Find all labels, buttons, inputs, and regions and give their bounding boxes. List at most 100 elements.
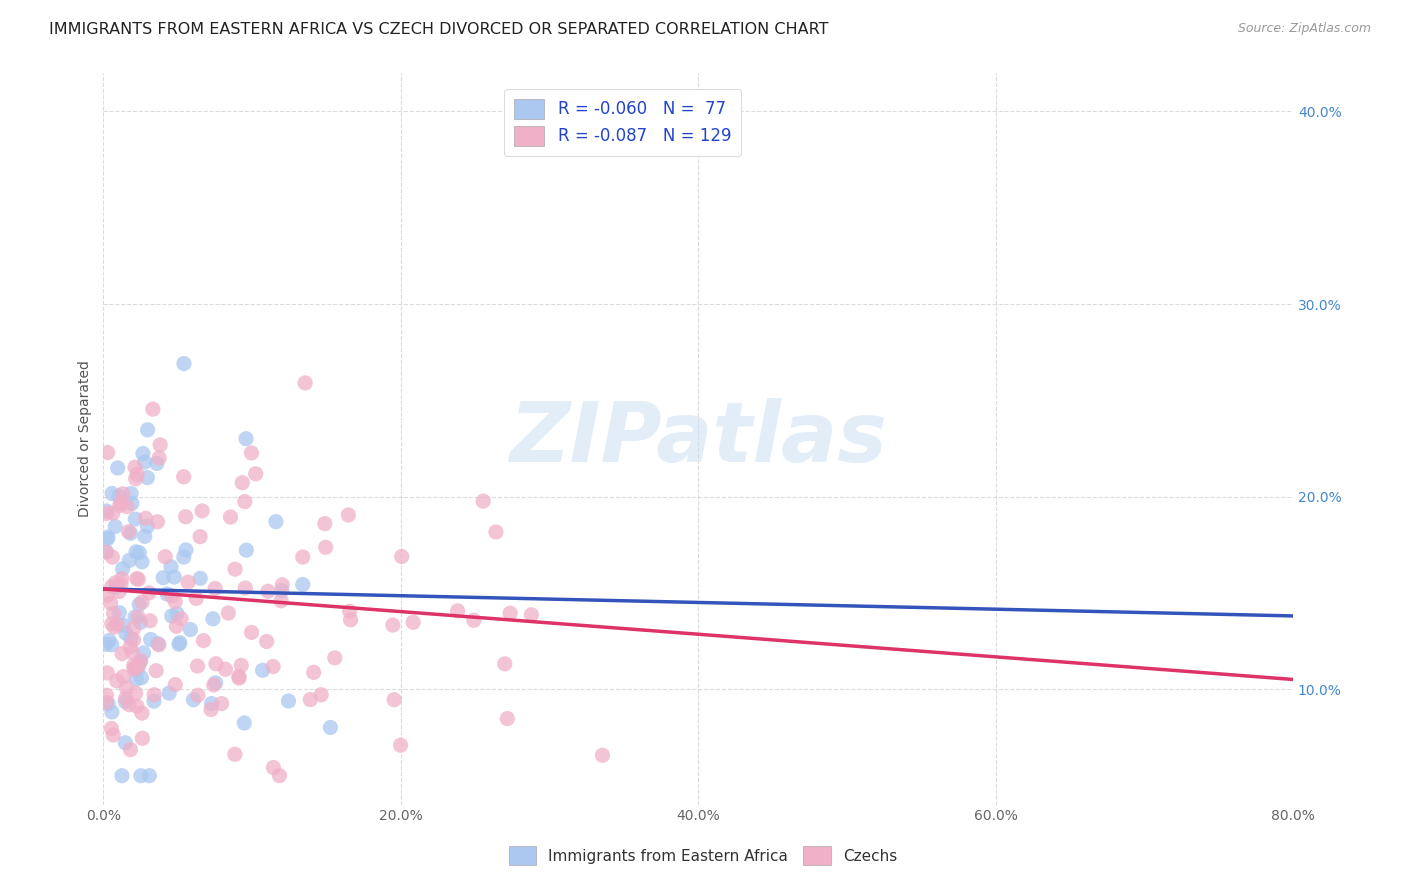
Point <box>96 504 118 518</box>
Point <box>224 562 246 576</box>
Text: ZIPatlas: ZIPatlas <box>509 399 887 479</box>
Point <box>155 549 177 564</box>
Point <box>111 562 134 576</box>
Point <box>105 617 128 632</box>
Point <box>270 594 292 608</box>
Point <box>174 543 197 558</box>
Point <box>391 549 413 564</box>
Point <box>472 494 495 508</box>
Point <box>496 712 519 726</box>
Legend: R = -0.060   N =  77, R = -0.087   N = 129: R = -0.060 N = 77, R = -0.087 N = 129 <box>505 88 741 156</box>
Point <box>204 676 226 690</box>
Point <box>96 665 118 680</box>
Text: IMMIGRANTS FROM EASTERN AFRICA VS CZECH DIVORCED OR SEPARATED CORRELATION CHART: IMMIGRANTS FROM EASTERN AFRICA VS CZECH … <box>49 22 828 37</box>
Point <box>121 496 143 510</box>
Point <box>173 470 195 484</box>
Point <box>165 619 187 633</box>
Point <box>125 699 148 714</box>
Point <box>262 659 284 673</box>
Point <box>112 670 135 684</box>
Point <box>114 626 136 640</box>
Point <box>96 588 118 602</box>
Point <box>389 738 412 752</box>
Point <box>105 673 128 688</box>
Point <box>124 512 146 526</box>
Point <box>127 572 149 586</box>
Point <box>138 769 160 783</box>
Point <box>114 736 136 750</box>
Point <box>100 580 122 594</box>
Point <box>339 613 361 627</box>
Point <box>129 654 152 668</box>
Point <box>173 357 195 371</box>
Point <box>114 695 136 709</box>
Point <box>134 529 156 543</box>
Point <box>96 532 118 546</box>
Point <box>121 646 143 660</box>
Point <box>124 686 146 700</box>
Point <box>173 550 195 565</box>
Point <box>125 545 148 559</box>
Point <box>100 616 122 631</box>
Point <box>136 519 159 533</box>
Point <box>101 506 124 520</box>
Point <box>494 657 516 671</box>
Point <box>217 606 239 620</box>
Point <box>108 606 131 620</box>
Point <box>256 634 278 648</box>
Point <box>111 769 134 783</box>
Point <box>270 583 292 598</box>
Point <box>131 595 153 609</box>
Point <box>245 467 267 481</box>
Point <box>125 672 148 686</box>
Point <box>108 584 131 599</box>
Point <box>219 510 242 524</box>
Point <box>148 451 170 466</box>
Point <box>228 671 250 685</box>
Point <box>337 508 360 522</box>
Point <box>146 515 169 529</box>
Point <box>235 432 257 446</box>
Point <box>97 445 120 459</box>
Point <box>118 698 141 712</box>
Point <box>271 578 294 592</box>
Point <box>115 500 138 514</box>
Point <box>463 613 485 627</box>
Point <box>129 769 152 783</box>
Point <box>520 607 543 622</box>
Point <box>101 705 124 719</box>
Point <box>104 519 127 533</box>
Point <box>129 655 152 669</box>
Point <box>96 507 118 521</box>
Point <box>202 678 225 692</box>
Point <box>152 571 174 585</box>
Point <box>122 662 145 676</box>
Point <box>122 658 145 673</box>
Point <box>103 607 125 621</box>
Point <box>108 489 131 503</box>
Point <box>165 678 187 692</box>
Point <box>139 614 162 628</box>
Point <box>231 475 253 490</box>
Point <box>136 423 159 437</box>
Point <box>193 633 215 648</box>
Point <box>134 455 156 469</box>
Point <box>124 460 146 475</box>
Point <box>131 671 153 685</box>
Point <box>291 577 314 591</box>
Point <box>252 663 274 677</box>
Point <box>160 609 183 624</box>
Point <box>122 622 145 636</box>
Point <box>200 702 222 716</box>
Text: Source: ZipAtlas.com: Source: ZipAtlas.com <box>1237 22 1371 36</box>
Point <box>291 549 314 564</box>
Point <box>112 618 135 632</box>
Point <box>107 461 129 475</box>
Y-axis label: Divorced or Separated: Divorced or Separated <box>79 360 93 517</box>
Point <box>142 694 165 708</box>
Point <box>135 511 157 525</box>
Point <box>120 526 142 541</box>
Point <box>233 581 256 595</box>
Point <box>110 495 132 509</box>
Legend: Immigrants from Eastern Africa, Czechs: Immigrants from Eastern Africa, Czechs <box>502 840 904 871</box>
